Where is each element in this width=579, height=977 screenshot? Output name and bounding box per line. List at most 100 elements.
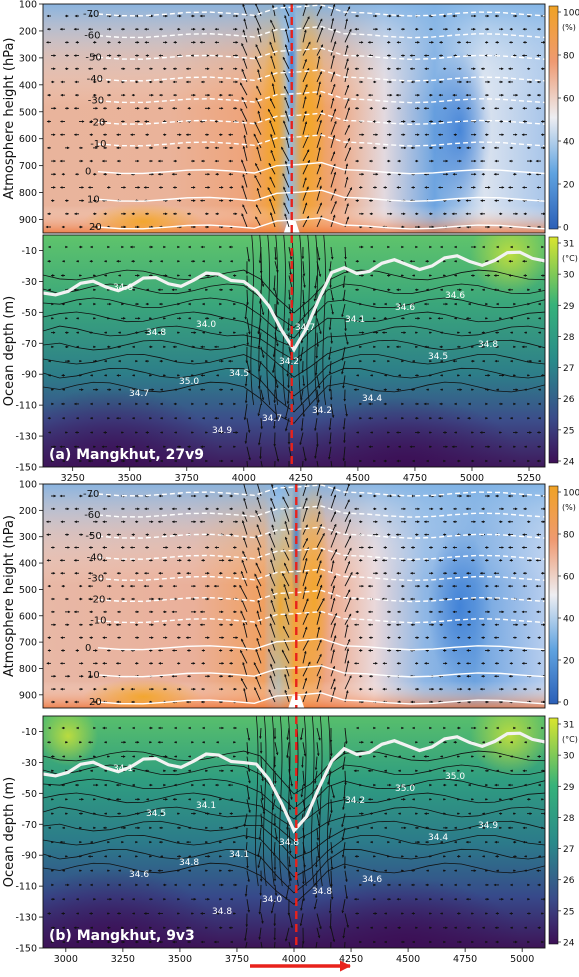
y-axis-label: Ocean depth (m) — [2, 296, 17, 407]
salinity-label: 34.8 — [146, 328, 166, 338]
salinity-label: 34.5 — [146, 809, 166, 819]
colorbar-tick-label: 25 — [563, 426, 574, 436]
contour-label: -70 — [83, 9, 99, 20]
colorbar-tick-label: 30 — [563, 271, 575, 281]
y-tick-label: -30 — [21, 277, 37, 288]
contour-label: 20 — [89, 222, 102, 233]
salinity-label: 34.8 — [212, 907, 232, 917]
contour-label: 10 — [87, 670, 100, 681]
dry-region — [428, 529, 492, 686]
x-tick-label: 4500 — [396, 954, 420, 965]
contour-label: -20 — [89, 117, 105, 128]
x-tick-label: 3750 — [175, 473, 199, 484]
panel-label: (b) Mangkhut, 9v3 — [49, 928, 195, 944]
y-tick-label: -10 — [21, 246, 37, 257]
contour-label: -50 — [85, 531, 101, 542]
x-tick-label: 4000 — [282, 954, 306, 965]
salinity-label: 34.7 — [129, 389, 149, 399]
vector-arrow — [331, 742, 332, 756]
x-tick-label: 4250 — [289, 473, 313, 484]
y-tick-label: 700 — [19, 638, 37, 649]
colorbar-unit: (°C) — [562, 254, 578, 263]
y-tick-label: -110 — [15, 401, 37, 412]
contour-label: -20 — [89, 595, 105, 606]
salinity-label: 34.8 — [179, 858, 199, 868]
colorbar-tick-label: 80 — [563, 52, 575, 62]
colorbar-tick-label: 31 — [563, 240, 574, 250]
contour-label: -40 — [87, 552, 103, 563]
eyewall-left — [262, 15, 290, 244]
y-tick-label: 100 — [19, 0, 37, 11]
salinity-label: 34.1 — [229, 850, 249, 860]
salinity-label: 34.4 — [428, 833, 448, 843]
vector-arrow — [331, 799, 332, 813]
y-tick-label: 400 — [19, 80, 37, 91]
x-tick-label: 3250 — [111, 954, 135, 965]
colorbar-tick-label: 29 — [563, 302, 575, 312]
x-tick-label: 3000 — [54, 954, 78, 965]
y-tick-label: 800 — [19, 188, 37, 199]
colorbar-tick-label: 100 — [563, 9, 579, 19]
y-tick-label: -150 — [15, 944, 37, 955]
y-tick-label: -130 — [15, 913, 37, 924]
colorbar-unit: (%) — [562, 23, 576, 32]
x-tick-label: 5000 — [510, 954, 534, 965]
colorbar-tick-label: 0 — [563, 699, 569, 709]
y-tick-label: 600 — [19, 611, 37, 622]
y-tick-label: -90 — [21, 370, 37, 381]
x-tick-label: 3250 — [61, 473, 85, 484]
y-tick-label: 800 — [19, 664, 37, 675]
y-tick-label: 400 — [19, 559, 37, 570]
contour-label: -10 — [90, 616, 106, 627]
salinity-label: 34.9 — [212, 426, 232, 436]
eyewall-right — [294, 0, 326, 238]
y-tick-label: -30 — [21, 758, 37, 769]
y-tick-label: 200 — [19, 506, 37, 517]
x-tick-label: 5000 — [460, 473, 484, 484]
y-axis: -10-30-50-70-90-110-130-150 — [15, 246, 43, 474]
x-tick-label: 3500 — [118, 473, 142, 484]
panel-a-atmosphere: -70-60-50-40-30-20-100102010020030040050… — [2, 0, 579, 244]
colorbar-tick-label: 28 — [563, 333, 575, 343]
salinity-label: 34.4 — [362, 394, 382, 404]
x-tick-label: 4500 — [346, 473, 370, 484]
eyewall-left — [266, 495, 294, 719]
y-axis-label: Ocean depth (m) — [2, 777, 17, 888]
eyewall-right — [298, 480, 330, 713]
salinity-label: 34.2 — [279, 357, 299, 367]
contour-label: 10 — [87, 194, 100, 205]
y-tick-label: 700 — [19, 161, 37, 172]
y-axis-label: Atmosphere height (hPa) — [2, 515, 17, 677]
vector-arrow — [331, 871, 332, 887]
colorbar-tick-label: 80 — [563, 531, 575, 541]
colorbar-unit: (%) — [562, 503, 576, 512]
y-tick-label: 500 — [19, 107, 37, 118]
colorbar-tick-label: 24 — [563, 939, 575, 949]
plot-area — [43, 473, 546, 719]
colorbar-tick-label: 26 — [563, 876, 575, 886]
colorbar-scale — [549, 6, 558, 229]
salinity-label: 34.5 — [229, 369, 249, 379]
colorbar-tick-label: 40 — [563, 615, 575, 625]
y-tick-label: 600 — [19, 134, 37, 145]
vector-arrow — [345, 247, 346, 259]
salinity-label: 34.5 — [428, 352, 448, 362]
contour-label: -30 — [88, 573, 104, 584]
y-tick-label: -50 — [21, 308, 37, 319]
panel-b-atmosphere: -70-60-50-40-30-20-100102010020030040050… — [2, 473, 579, 719]
vector-arrow — [302, 757, 303, 768]
colorbar-tick-label: 25 — [563, 907, 574, 917]
colorbar-unit: (°C) — [562, 735, 578, 744]
y-tick-label: -110 — [15, 882, 37, 893]
colorbar-tick-label: 20 — [563, 181, 575, 191]
salinity-label: 34.1 — [345, 315, 365, 325]
